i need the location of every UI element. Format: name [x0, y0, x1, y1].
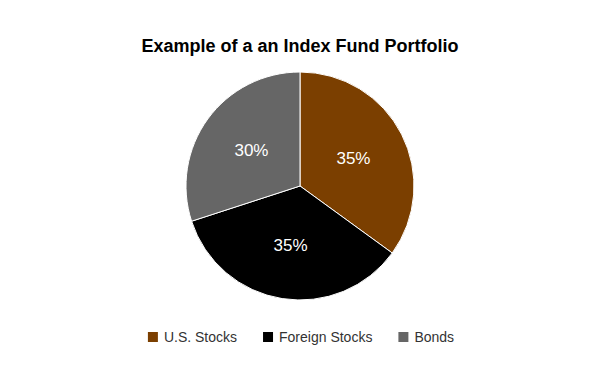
svg-text:U.S. Stocks: U.S. Stocks — [164, 329, 237, 345]
svg-text:30%: 30% — [234, 141, 268, 160]
svg-text:Foreign Stocks: Foreign Stocks — [279, 329, 372, 345]
svg-text:Bonds: Bonds — [414, 329, 454, 345]
svg-text:35%: 35% — [336, 149, 370, 168]
svg-text:35%: 35% — [274, 236, 308, 255]
svg-text:Example of a an Index Fund Por: Example of a an Index Fund Portfolio — [141, 36, 458, 56]
